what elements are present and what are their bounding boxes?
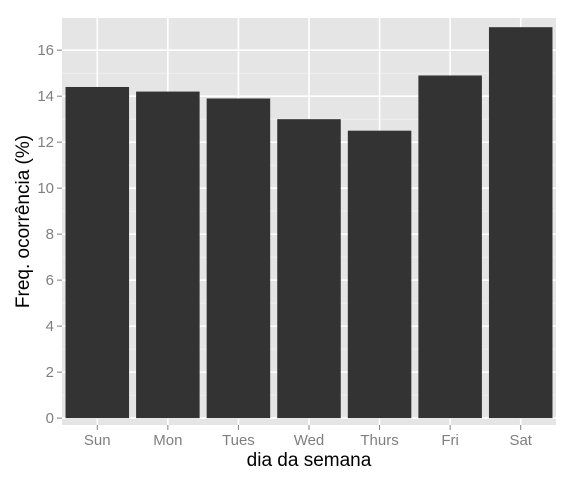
x-tick-label: Wed — [294, 432, 325, 449]
y-tick-label: 2 — [46, 364, 54, 381]
y-tick-label: 16 — [37, 42, 54, 59]
y-tick-label: 0 — [46, 410, 54, 427]
y-tick-label: 4 — [46, 318, 54, 335]
x-tick-label: Fri — [441, 432, 459, 449]
y-axis: 0 2 4 6 8 10 12 14 16 — [37, 42, 62, 427]
bars — [65, 27, 553, 419]
y-tick-label: 8 — [46, 226, 54, 243]
y-tick-label: 14 — [37, 88, 54, 105]
bar-fri — [418, 75, 482, 419]
y-tick-label: 6 — [46, 272, 54, 289]
y-axis-title: Freq. ocorrência (%) — [13, 135, 34, 308]
x-axis-title: dia da semana — [247, 450, 372, 471]
x-tick-label: Mon — [153, 432, 182, 449]
x-tick-label: Tues — [222, 432, 255, 449]
bar-tues — [206, 98, 271, 419]
y-tick-label: 10 — [37, 180, 54, 197]
x-tick-label: Sun — [84, 432, 111, 449]
bar-sun — [65, 86, 130, 419]
bar-wed — [277, 119, 341, 419]
bar-mon — [136, 91, 200, 419]
x-axis: Sun Mon Tues Wed Thurs Fri Sat — [84, 425, 533, 449]
x-tick-label: Sat — [509, 432, 532, 449]
y-tick-label: 12 — [37, 134, 54, 151]
x-tick-label: Thurs — [360, 432, 398, 449]
bar-thurs — [347, 130, 412, 419]
bar-sat — [488, 27, 553, 419]
